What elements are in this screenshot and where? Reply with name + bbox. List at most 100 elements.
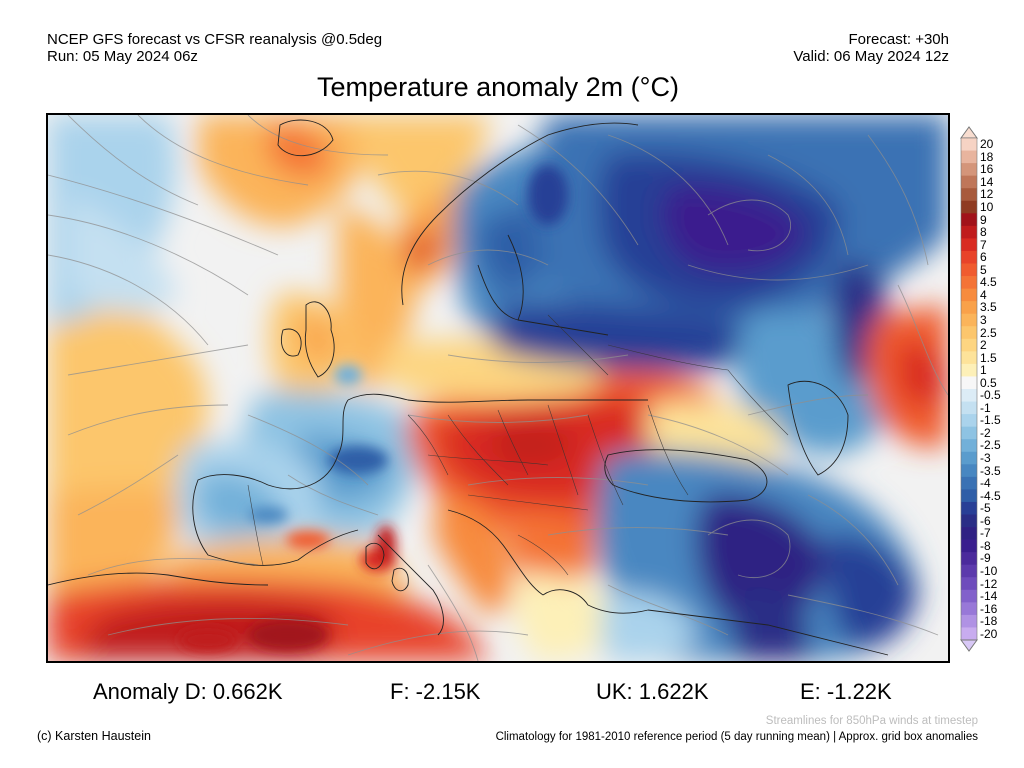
colorbar-label: 16: [980, 162, 994, 177]
coastlines: [48, 119, 889, 656]
colorbar-cell: [961, 564, 977, 578]
colorbar-cell: [961, 401, 977, 415]
colorbar-label: -16: [980, 601, 998, 616]
anomaly-france: F: -2.15K: [390, 679, 481, 704]
colorbar-label: 4: [980, 287, 987, 302]
colorbar-label: -20: [980, 626, 998, 641]
colorbar-label: -18: [980, 614, 998, 629]
colorbar-label: 4.5: [980, 275, 997, 290]
colorbar-cell: [961, 414, 977, 428]
colorbar-cell: [961, 464, 977, 478]
colorbar-cell: [961, 539, 977, 553]
colorbar-cell: [961, 389, 977, 402]
anomaly-uk: UK: 1.622K: [596, 679, 709, 704]
colorbar-label: -8: [980, 538, 991, 553]
colorbar-label: 2.5: [980, 325, 997, 340]
colorbar-cell: [961, 514, 977, 528]
colorbar-cell: [961, 313, 977, 327]
colorbar-label: 12: [980, 187, 994, 202]
colorbar-label: -12: [980, 576, 998, 591]
colorbar: [960, 126, 978, 652]
colorbar-cell: [961, 175, 977, 189]
colorbar-cell: [961, 451, 977, 465]
forecast-hour-label: Forecast: +30h: [848, 31, 949, 48]
colorbar-cell: [961, 439, 977, 453]
colorbar-cell: [961, 250, 977, 264]
colorbar-label: 1.5: [980, 350, 997, 365]
colorbar-cell: [961, 225, 977, 239]
colorbar-label: 9: [980, 212, 987, 227]
colorbar-cell: [961, 363, 977, 377]
colorbar-cell: [961, 602, 977, 616]
credit: (c) Karsten Haustein: [37, 729, 151, 743]
colorbar-label: -4: [980, 476, 991, 491]
colorbar-cell: [961, 150, 977, 164]
colorbar-label: -7: [980, 526, 991, 541]
country-borders: [247, 314, 789, 576]
colorbar-label: -9: [980, 551, 991, 566]
colorbar-cell: [961, 627, 977, 641]
colorbar-label: 3.5: [980, 300, 997, 315]
colorbar-label: -6: [980, 513, 991, 528]
colorbar-cell: [961, 552, 977, 566]
colorbar-label: 18: [980, 149, 994, 164]
colorbar-label: 3: [980, 312, 987, 327]
colorbar-cell: [961, 188, 977, 202]
anomaly-spain: E: -1.22K: [800, 679, 892, 704]
colorbar-cell: [961, 276, 977, 289]
anomaly-germany: Anomaly D: 0.662K: [93, 679, 283, 704]
colorbar-top-arrow: [960, 126, 978, 139]
colorbar-label: 8: [980, 225, 987, 240]
colorbar-cell: [961, 426, 977, 440]
valid-time-label: Valid: 06 May 2024 12z: [793, 48, 949, 65]
colorbar-cell: [961, 614, 977, 628]
colorbar-label: -2.5: [980, 438, 1001, 453]
colorbar-cell: [961, 326, 977, 340]
colorbar-label: -0.5: [980, 388, 1001, 403]
colorbar-label: -3: [980, 451, 991, 466]
colorbar-label: -5: [980, 501, 991, 516]
colorbar-label: -14: [980, 589, 998, 604]
map-title: Temperature anomaly 2m (°C): [317, 72, 679, 102]
colorbar-cell: [961, 527, 977, 540]
colorbar-label: 5: [980, 262, 987, 277]
colorbar-label: 1: [980, 363, 987, 378]
climatology-note: Climatology for 1981-2010 reference peri…: [495, 731, 978, 743]
colorbar-label: 7: [980, 237, 987, 252]
colorbar-cell: [961, 376, 977, 390]
anomaly-detail: [178, 165, 568, 652]
colorbar-cell: [961, 288, 977, 302]
colorbar-label: 14: [980, 174, 994, 189]
colorbar-label: -4.5: [980, 488, 1001, 503]
colorbar-label: 20: [980, 137, 994, 152]
colorbar-label: 6: [980, 250, 987, 265]
colorbar-cell: [961, 489, 977, 503]
colorbar-cell: [961, 501, 977, 515]
colorbar-label: -3.5: [980, 463, 1001, 478]
colorbar-label: -1.5: [980, 413, 1001, 428]
anomaly-map: [46, 113, 950, 663]
colorbar-cell: [961, 351, 977, 365]
colorbar-cell: [961, 338, 977, 352]
colorbar-label: 10: [980, 200, 994, 215]
colorbar-label: -10: [980, 563, 998, 578]
streamlines-850hpa: [48, 115, 948, 661]
colorbar-cell: [961, 163, 977, 177]
colorbar-label: 0.5: [980, 375, 997, 390]
streamlines-note: Streamlines for 850hPa winds at timestep: [765, 715, 978, 727]
colorbar-cell: [961, 238, 977, 252]
colorbar-cell: [961, 213, 977, 227]
model-source-label: NCEP GFS forecast vs CFSR reanalysis @0.…: [47, 31, 383, 48]
colorbar-cell: [961, 138, 977, 151]
colorbar-cell: [961, 263, 977, 277]
colorbar-label: -1: [980, 400, 991, 415]
colorbar-bottom-arrow: [960, 639, 978, 652]
colorbar-label: 2: [980, 338, 987, 353]
run-time-label: Run: 05 May 2024 06z: [47, 48, 198, 65]
colorbar-cell: [961, 200, 977, 214]
colorbar-cell: [961, 476, 977, 490]
colorbar-cell: [961, 301, 977, 315]
colorbar-label: -2: [980, 425, 991, 440]
colorbar-cell: [961, 589, 977, 603]
colorbar-cell: [961, 577, 977, 591]
